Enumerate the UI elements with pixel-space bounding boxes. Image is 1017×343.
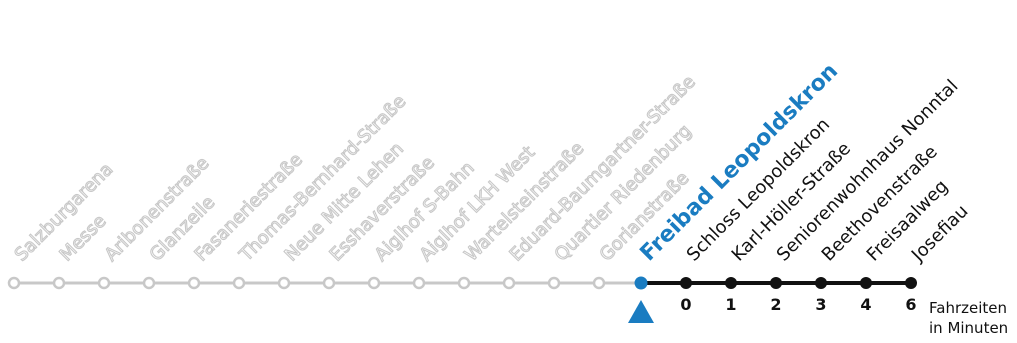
next-stop-dot: [815, 277, 827, 289]
current-stop-dot: [634, 276, 648, 290]
next-stop-dot: [770, 277, 782, 289]
past-stops-group: SalzburgarenaMesseAribonenstraßeGlanzeil…: [7, 71, 700, 290]
next-stop-dot: [725, 277, 737, 289]
travel-time-label: 4: [860, 295, 871, 314]
travel-time-label: 0: [680, 295, 691, 314]
past-stop-dot: [7, 276, 21, 290]
past-stop-dot: [547, 276, 561, 290]
past-stop-dot: [142, 276, 156, 290]
past-stop-dot: [52, 276, 66, 290]
past-stop-dot: [457, 276, 471, 290]
past-stop-dot: [592, 276, 606, 290]
past-stop-dot: [187, 276, 201, 290]
next-stop-dot: [905, 277, 917, 289]
next-stop-dot: [680, 277, 692, 289]
past-stop-dot: [412, 276, 426, 290]
travel-time-label: 3: [815, 295, 826, 314]
travel-time-label: 6: [905, 295, 916, 314]
current-position-marker-icon: [628, 300, 654, 323]
past-stop-dot: [502, 276, 516, 290]
legend-line-1: Fahrzeiten: [929, 299, 1007, 317]
next-stop-dot: [860, 277, 872, 289]
past-stop-dot: [367, 276, 381, 290]
past-stop-dot: [97, 276, 111, 290]
past-stop-dot: [322, 276, 336, 290]
travel-time-label: 1: [725, 295, 736, 314]
past-stop-dot: [232, 276, 246, 290]
past-stop-dot: [277, 276, 291, 290]
travel-time-label: 2: [770, 295, 781, 314]
legend-line-2: in Minuten: [929, 319, 1008, 337]
